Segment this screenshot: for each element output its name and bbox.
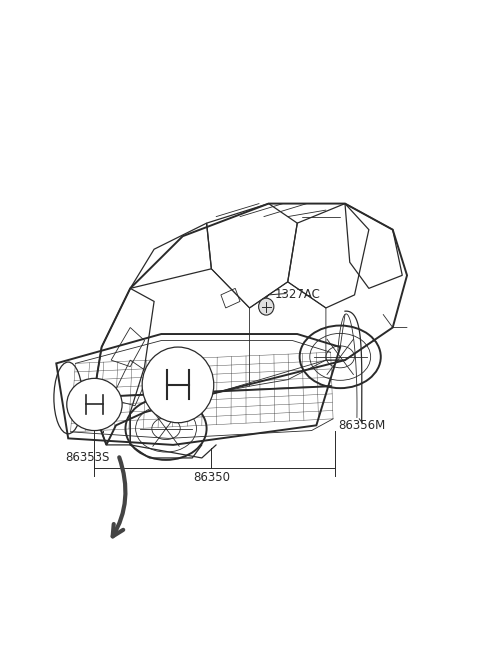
Text: 86350: 86350 <box>193 471 230 484</box>
Text: 1327AC: 1327AC <box>275 288 320 301</box>
Text: 86356M: 86356M <box>338 419 385 432</box>
Ellipse shape <box>67 379 122 430</box>
Text: 86353S: 86353S <box>65 451 109 464</box>
Ellipse shape <box>259 298 274 315</box>
Ellipse shape <box>142 347 214 422</box>
